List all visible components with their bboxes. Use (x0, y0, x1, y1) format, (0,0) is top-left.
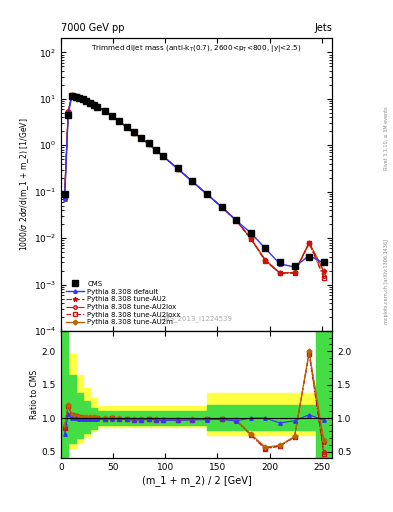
Text: mcplots.cern.ch [arXiv:1306.3436]: mcplots.cern.ch [arXiv:1306.3436] (384, 239, 389, 324)
CMS (263, 245, 268, 251)
CMS (205, 191, 209, 197)
CMS (70, 93, 74, 99)
CMS (307, 253, 312, 260)
CMS (110, 113, 114, 119)
Text: Rivet 3.1.10, ≥ 3M events: Rivet 3.1.10, ≥ 3M events (384, 106, 389, 170)
CMS (132, 129, 136, 135)
CMS (139, 135, 143, 141)
Text: Trimmed dijet mass (anti-k$_{\rm T}$(0.7), 2600<p$_{\rm T}$<800, |y|<2.5): Trimmed dijet mass (anti-k$_{\rm T}$(0.7… (91, 43, 302, 54)
X-axis label: (m_1 + m_2) / 2 [GeV]: (m_1 + m_2) / 2 [GeV] (141, 475, 252, 486)
CMS (66, 112, 71, 118)
CMS (219, 203, 224, 209)
CMS (62, 191, 67, 197)
Line: CMS: CMS (62, 93, 327, 269)
CMS (234, 217, 239, 223)
CMS (102, 108, 107, 114)
CMS (292, 263, 297, 269)
CMS (175, 165, 180, 172)
Text: Jets: Jets (314, 23, 332, 33)
CMS (73, 94, 78, 100)
CMS (153, 146, 158, 153)
CMS (95, 103, 100, 110)
CMS (161, 153, 165, 159)
CMS (321, 260, 326, 266)
CMS (92, 101, 96, 108)
Text: CMS_2013_I1224539: CMS_2013_I1224539 (160, 315, 233, 322)
Legend: CMS, Pythia 8.308 default, Pythia 8.308 tune-AU2, Pythia 8.308 tune-AU2lox, Pyth: CMS, Pythia 8.308 default, Pythia 8.308 … (64, 279, 183, 328)
CMS (248, 230, 253, 236)
CMS (117, 118, 122, 124)
CMS (146, 140, 151, 146)
CMS (77, 95, 81, 101)
Y-axis label: Ratio to CMS: Ratio to CMS (30, 370, 39, 419)
CMS (84, 98, 89, 104)
CMS (277, 260, 282, 266)
CMS (81, 96, 85, 102)
Y-axis label: 1000/$\sigma$ 2d$\sigma$/d(m_1 + m_2) [1/GeV]: 1000/$\sigma$ 2d$\sigma$/d(m_1 + m_2) [1… (18, 118, 31, 251)
CMS (88, 100, 92, 106)
CMS (190, 178, 195, 184)
Text: 7000 GeV pp: 7000 GeV pp (61, 23, 125, 33)
CMS (124, 124, 129, 130)
